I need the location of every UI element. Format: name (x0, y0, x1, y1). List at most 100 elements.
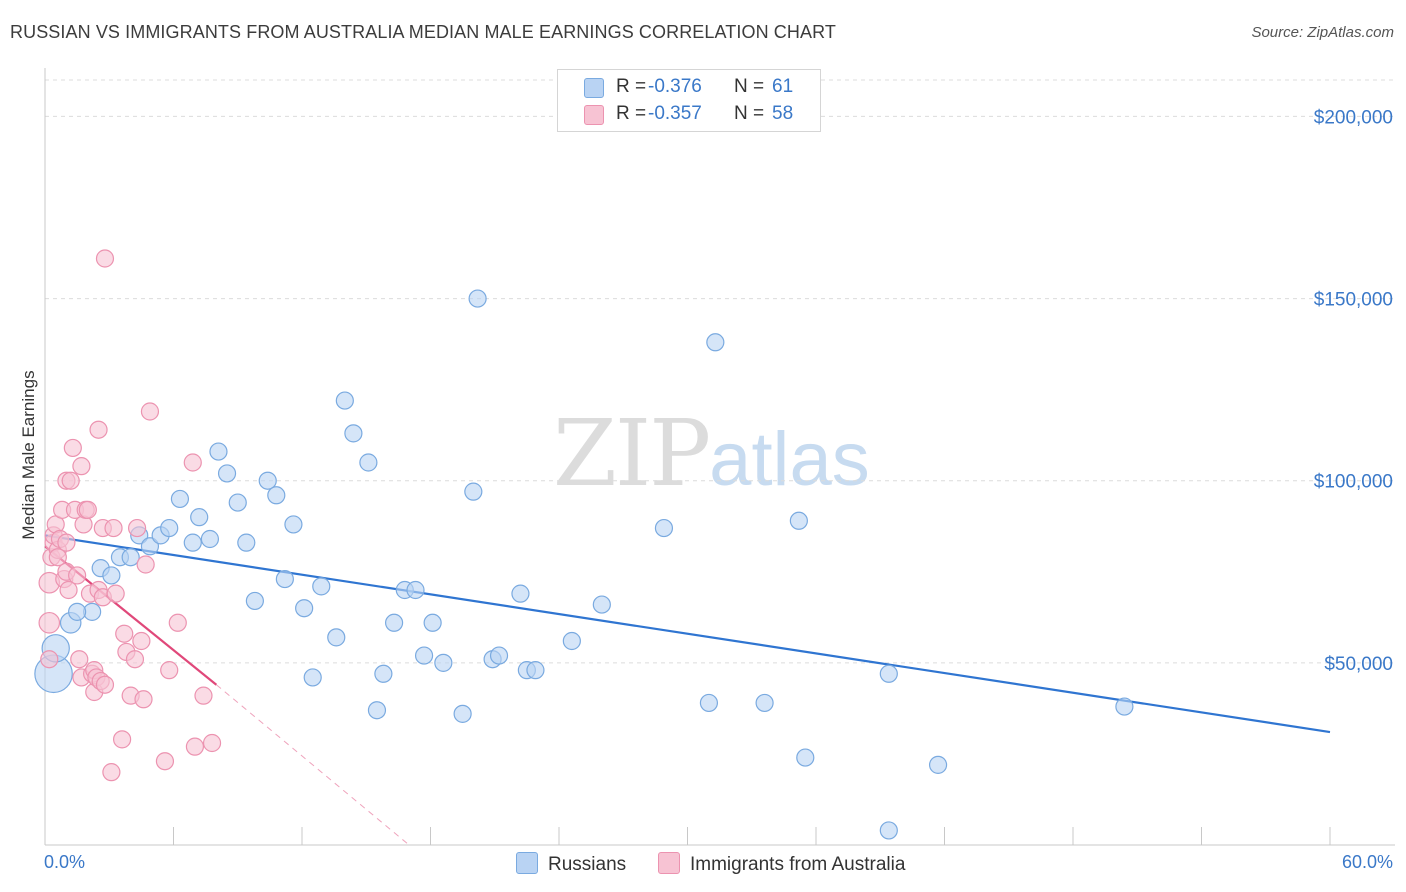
y-tick-label: $50,000 (1324, 654, 1393, 675)
y-tick-label: $150,000 (1314, 290, 1393, 311)
bottom-legend-label-russians: Russians (548, 854, 627, 875)
point-russians (303, 668, 322, 687)
point-australia (185, 737, 205, 756)
bottom-legend-russians: Russians (516, 852, 626, 876)
grid-layer (45, 79, 1395, 664)
point-russians (68, 602, 87, 621)
point-australia (127, 518, 147, 538)
legend-r-value: -0.376 (648, 76, 702, 97)
point-russians (1115, 697, 1134, 716)
point-australia (40, 650, 59, 669)
point-australia (102, 763, 121, 782)
y-tick-label: $200,000 (1314, 107, 1393, 128)
point-australia (125, 650, 145, 669)
point-australia (61, 471, 80, 490)
point-russians (511, 584, 530, 603)
point-russians (423, 613, 442, 632)
point-russians (170, 489, 190, 509)
point-russians (284, 515, 303, 534)
point-russians (434, 653, 453, 672)
legend-r-value: -0.357 (648, 103, 702, 124)
point-russians (200, 529, 220, 549)
point-australia (78, 500, 97, 519)
y-axis-label: Median Male Earnings (19, 370, 38, 539)
point-russians (237, 533, 256, 552)
trend-layer (44, 534, 1331, 846)
point-australia (140, 402, 160, 421)
legend-swatch-australia (584, 105, 604, 125)
point-australia (104, 518, 123, 538)
point-russians (258, 471, 277, 490)
legend-n-label: N = (734, 103, 765, 124)
point-australia (115, 624, 134, 643)
point-russians (453, 704, 472, 723)
point-russians (209, 442, 228, 461)
bottom-legend-swatch-australia (658, 852, 680, 874)
point-russians (344, 424, 363, 443)
point-russians (217, 464, 237, 483)
point-australia (57, 533, 76, 552)
point-australia (112, 730, 132, 749)
legend-swatch-russians (584, 78, 604, 98)
point-russians (327, 628, 346, 647)
point-russians (359, 453, 378, 472)
axis-layer (44, 68, 1395, 846)
point-russians (526, 661, 545, 680)
point-australia (38, 611, 61, 634)
point-russians (699, 693, 719, 713)
point-russians (879, 821, 898, 840)
point-russians (406, 580, 425, 600)
point-russians (414, 646, 434, 665)
legend-n-label: N = (734, 76, 765, 97)
point-australia (134, 690, 153, 709)
point-russians (928, 755, 948, 774)
point-russians (183, 533, 202, 552)
point-russians (562, 631, 581, 651)
point-russians (489, 646, 509, 665)
point-russians (295, 599, 314, 618)
point-russians (654, 518, 674, 538)
point-russians (335, 391, 354, 410)
trend-line-russians (44, 534, 1331, 734)
watermark-atlas: atlas (709, 417, 870, 502)
trend-extension-australia (216, 684, 410, 846)
legend-n-value: 58 (772, 103, 794, 124)
point-australia (59, 580, 78, 600)
point-australia (168, 613, 187, 632)
point-australia (136, 555, 155, 574)
y-tick-label: $100,000 (1314, 472, 1393, 493)
point-australia (183, 453, 202, 472)
label-layer: $50,000 $100,000 $150,000 $200,000 0.0% 60.0%… (19, 107, 1393, 872)
point-russians (367, 701, 387, 720)
point-australia (68, 566, 87, 585)
point-australia (106, 584, 125, 603)
point-russians (228, 493, 247, 512)
point-australia (95, 249, 115, 268)
x-tick-label-start: 0.0% (44, 852, 85, 872)
point-australia (194, 686, 213, 705)
point-russians (267, 486, 286, 505)
points-layer (34, 249, 1134, 840)
point-russians (879, 664, 898, 683)
point-russians (160, 518, 179, 538)
point-australia (95, 675, 115, 694)
point-australia (70, 650, 89, 669)
point-russians (312, 577, 331, 596)
chart-title: RUSSIAN VS IMMIGRANTS FROM AUSTRALIA MED… (10, 22, 836, 42)
point-russians (789, 511, 808, 530)
legend-r-label: R = (616, 76, 647, 97)
point-russians (121, 548, 140, 567)
point-australia (155, 752, 175, 771)
watermark: ZIPatlas (553, 400, 870, 507)
point-russians (706, 333, 725, 352)
correlation-legend: R = -0.376 N = 61 R = -0.357 N = 58 (557, 69, 821, 132)
point-russians (275, 569, 294, 589)
bottom-legend-swatch-russians (516, 852, 538, 874)
legend-n-value: 61 (772, 76, 794, 97)
point-russians (592, 595, 611, 614)
point-australia (63, 438, 82, 458)
point-russians (468, 289, 487, 308)
point-russians (464, 482, 483, 501)
x-tick-label-end: 60.0% (1342, 852, 1393, 872)
